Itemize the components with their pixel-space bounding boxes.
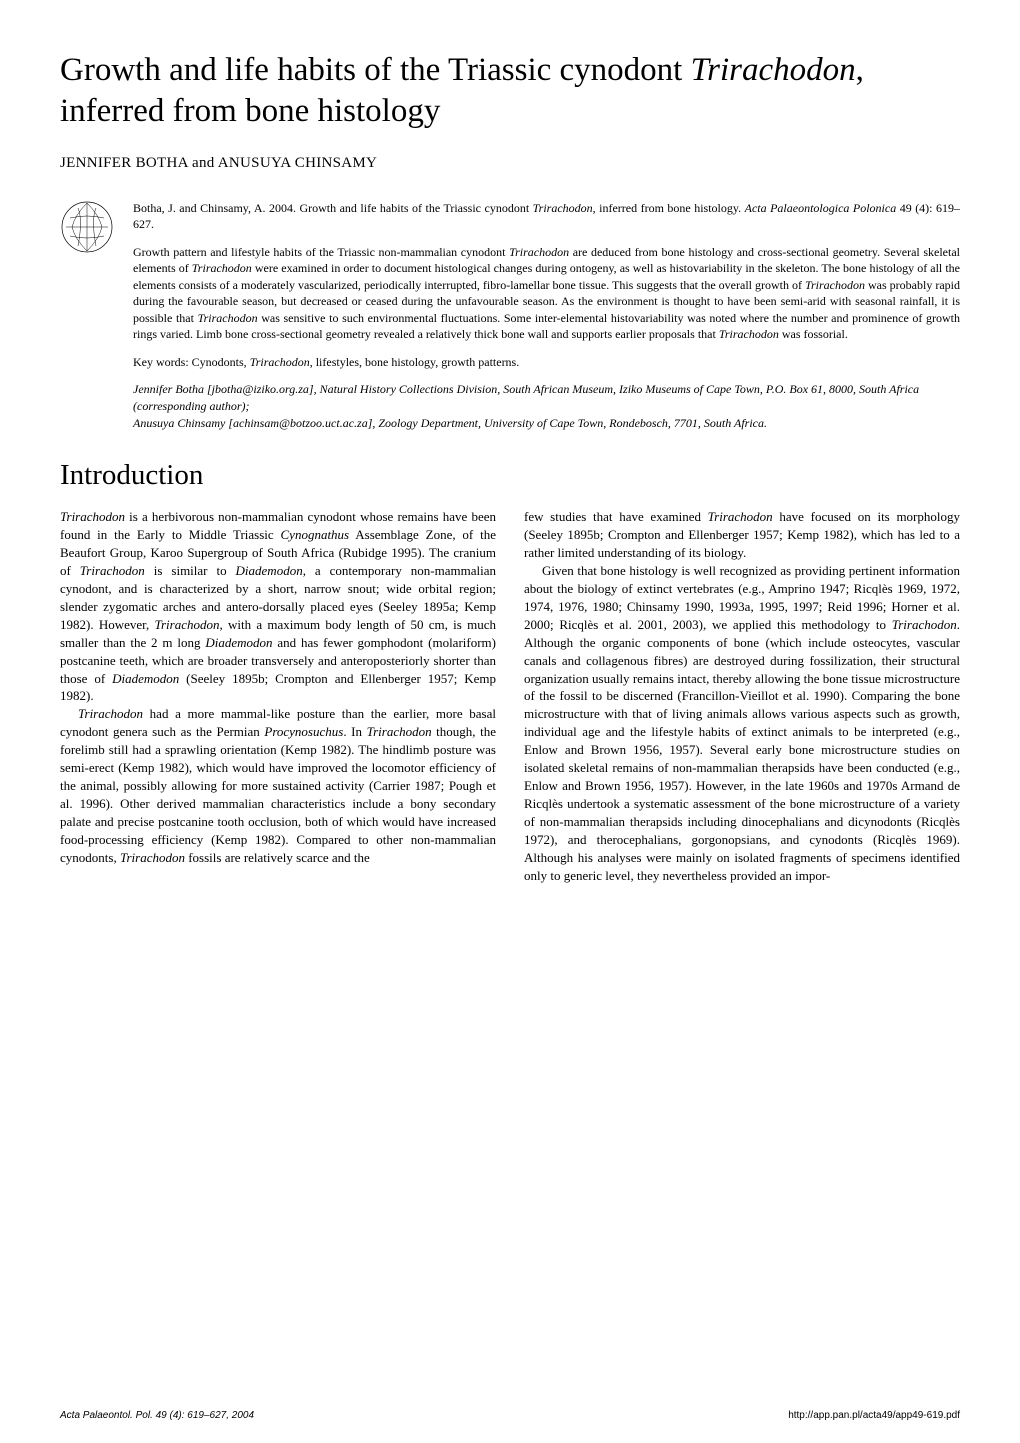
abstract-block: Botha, J. and Chinsamy, A. 2004. Growth … [60, 200, 960, 432]
body-paragraph: few studies that have examined Trirachod… [524, 508, 960, 562]
keywords-text: Cynodonts, Trirachodon, lifestyles, bone… [192, 355, 520, 369]
abstract-content: Botha, J. and Chinsamy, A. 2004. Growth … [133, 200, 960, 432]
page-footer: Acta Palaeontol. Pol. 49 (4): 619–627, 2… [60, 1410, 960, 1421]
paper-authors: JENNIFER BOTHA and ANUSUYA CHINSAMY [60, 155, 960, 172]
body-columns: Trirachodon is a herbivorous non-mammali… [60, 508, 960, 885]
section-heading-introduction: Introduction [60, 459, 960, 492]
body-paragraph: Trirachodon is a herbivorous non-mammali… [60, 508, 496, 705]
footer-url: http://app.pan.pl/acta49/app49-619.pdf [788, 1410, 960, 1421]
body-paragraph: Given that bone histology is well recogn… [524, 562, 960, 885]
body-paragraph: Trirachodon had a more mammal-like postu… [60, 705, 496, 866]
column-right: few studies that have examined Trirachod… [524, 508, 960, 885]
affiliation-1: Jennifer Botha [jbotha@iziko.org.za], Na… [133, 381, 960, 414]
keywords-line: Key words: Cynodonts, Trirachodon, lifes… [133, 354, 960, 371]
footer-citation: Acta Palaeontol. Pol. 49 (4): 619–627, 2… [60, 1410, 254, 1421]
paper-title: Growth and life habits of the Triassic c… [60, 50, 960, 133]
abstract-text: Growth pattern and lifestyle habits of t… [133, 244, 960, 343]
affiliation-2: Anusuya Chinsamy [achinsam@botzoo.uct.ac… [133, 415, 960, 432]
column-left: Trirachodon is a herbivorous non-mammali… [60, 508, 496, 885]
journal-logo-icon [60, 200, 115, 255]
citation-text: Botha, J. and Chinsamy, A. 2004. Growth … [133, 200, 960, 233]
keywords-label: Key words: [133, 355, 189, 369]
